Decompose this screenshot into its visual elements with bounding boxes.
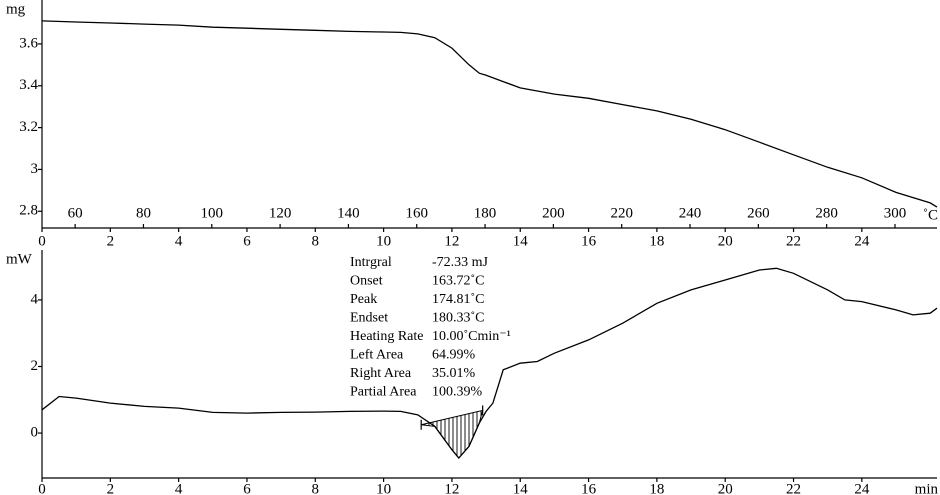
x-tick-label: 20: [718, 481, 733, 495]
annotation-value: 64.99%: [432, 348, 476, 363]
annotation-label: Left Area: [350, 348, 404, 363]
y-tick-label: 2: [31, 358, 39, 374]
annotation-label: Peak: [350, 292, 377, 307]
x-tick-label: 16: [581, 481, 597, 495]
x-tick-label: 16: [581, 233, 597, 249]
x-tick-label: 18: [649, 481, 664, 495]
x-tick-label: 18: [649, 233, 664, 249]
x2-tick-label: 120: [269, 205, 292, 221]
annotation-label: Right Area: [350, 366, 412, 381]
x-tick-label: 10: [376, 233, 391, 249]
annotation-value: 35.01%: [432, 366, 476, 381]
x2-tick-label: 100: [201, 205, 224, 221]
data-line: [41, 20, 938, 208]
x-tick-label: 8: [312, 481, 320, 495]
annotation-value: 100.39%: [432, 385, 483, 400]
y-tick-label: 2.8: [19, 203, 38, 219]
x-tick-label: 22: [786, 233, 801, 249]
annotation-label: Endset: [350, 311, 388, 326]
annotation-value: 174.81˚C: [432, 292, 485, 307]
annotation-value: 163.72˚C: [432, 274, 485, 289]
x-tick-label: 6: [243, 233, 251, 249]
x2-tick-label: 220: [610, 205, 633, 221]
y-unit: mg: [6, 1, 26, 17]
x-tick-label: 24: [854, 481, 870, 495]
y-tick-label: 3.2: [19, 119, 38, 135]
x-tick-label: 8: [312, 233, 320, 249]
x-tick-label: 2: [107, 481, 115, 495]
annotation-value: 10.00˚Cmin⁻¹: [432, 329, 511, 344]
x2-tick-label: 280: [815, 205, 838, 221]
y-tick-label: 3.6: [19, 35, 38, 51]
annotation-value: 180.33˚C: [432, 311, 485, 326]
y-tick-label: 3.4: [19, 77, 38, 93]
x-tick-label: 10: [376, 481, 391, 495]
x2-tick-label: 80: [136, 205, 151, 221]
x2-tick-label: 160: [405, 205, 428, 221]
x-unit: min: [915, 481, 939, 495]
x2-tick-label: 180: [474, 205, 497, 221]
x-tick-label: 22: [786, 481, 801, 495]
x-tick-label: 4: [175, 233, 183, 249]
x2-tick-label: 300: [884, 205, 907, 221]
annotation-label: Intrgral: [350, 255, 392, 270]
peak-area: [421, 409, 484, 459]
x2-tick-label: 260: [747, 205, 770, 221]
x2-tick-label: 60: [68, 205, 83, 221]
x2-tick-label: 240: [679, 205, 702, 221]
y-tick-label: 3: [31, 161, 39, 177]
x-tick-label: 0: [38, 233, 46, 249]
x-tick-label: 24: [854, 233, 870, 249]
data-line: [41, 267, 938, 460]
annotation-label: Partial Area: [350, 385, 417, 400]
x-tick-label: 2: [107, 233, 115, 249]
x-tick-label: 14: [513, 481, 529, 495]
x-tick-label: 6: [243, 481, 251, 495]
x-tick-label: 14: [513, 233, 529, 249]
x-tick-label: 0: [38, 481, 46, 495]
annotation-label: Heating Rate: [350, 329, 423, 344]
x-tick-label: 12: [444, 233, 459, 249]
y-unit: mW: [6, 251, 33, 267]
annotation-label: Onset: [350, 274, 383, 289]
x-tick-label: 20: [718, 233, 733, 249]
y-tick-label: 4: [31, 291, 39, 307]
x2-unit: ˚C: [923, 207, 938, 223]
x-tick-label: 12: [444, 481, 459, 495]
annotation-value: -72.33 mJ: [432, 255, 489, 270]
y-tick-label: 0: [31, 425, 39, 441]
x-tick-label: 4: [175, 481, 183, 495]
x2-tick-label: 200: [542, 205, 565, 221]
x2-tick-label: 140: [337, 205, 360, 221]
